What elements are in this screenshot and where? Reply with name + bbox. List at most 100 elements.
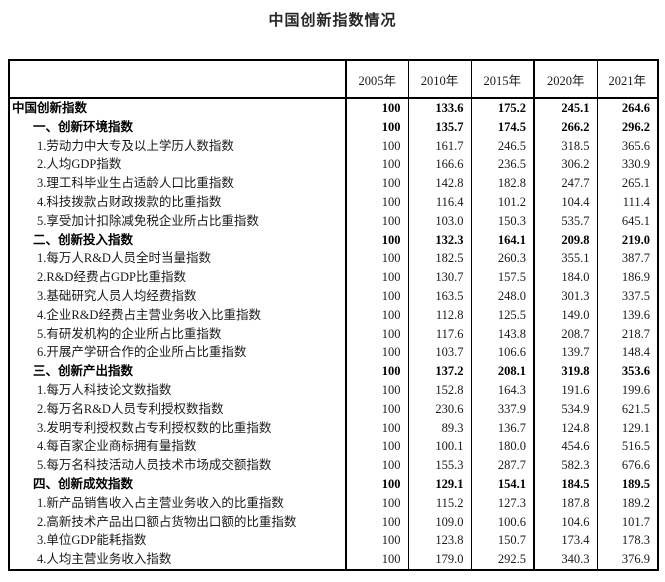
value-cell: 100 — [346, 531, 409, 551]
table-row: 1.新产品销售收入占主营业务收入的比重指数 100 115.2 127.3 187.8 1… — [9, 493, 658, 513]
value-cell: 301.3 — [534, 286, 598, 306]
value-cell: 100 — [346, 512, 409, 532]
value-cell: 104.6 — [534, 512, 598, 532]
row-label-cell: 1.劳动力中大专及以上学历人数指数 — [9, 136, 347, 156]
value-cell: 287.7 — [471, 456, 535, 475]
value-cell: 155.3 — [408, 456, 472, 475]
value-cell: 100.1 — [408, 437, 472, 457]
value-cell: 100 — [346, 456, 409, 475]
value-cell: 154.1 — [471, 474, 535, 494]
value-cell: 189.2 — [621, 495, 650, 510]
value-cell: 182.8 — [471, 174, 535, 193]
table-row: 4.企业R&D经费占主营业务收入比重指数 100 112.8 125.5 149.0 13… — [9, 305, 658, 325]
value-cell: 535.7 — [534, 211, 598, 231]
value-cell: 115.2 — [408, 493, 472, 513]
value-cell: 117.6 — [408, 324, 472, 344]
value-cell: 337.9 — [471, 399, 535, 419]
value-cell: 186.9 — [621, 270, 650, 285]
value-cell: 454.6 — [534, 437, 598, 457]
value-cell: 100 — [346, 380, 409, 400]
value-cell: 142.8 — [408, 174, 472, 193]
row-label-cell: 中国创新指数 — [9, 98, 347, 118]
value-cell: 100 — [346, 268, 409, 287]
value-cell: 387.7 — [621, 251, 650, 266]
value-cell: 219.0 — [621, 232, 650, 247]
value-cell: 132.3 — [408, 230, 472, 250]
table-row: 三、创新产出指数 100 137.2 208.1 319.8 353.6 — [9, 362, 658, 381]
value-cell: 100 — [346, 174, 409, 193]
table-row: 3.单位GDP能耗指数 100 123.8 150.7 173.4 178.3 — [9, 531, 658, 551]
value-cell: 143.8 — [471, 324, 535, 344]
value-cell: 337.5 — [621, 288, 650, 303]
value-cell: 148.4 — [621, 345, 650, 360]
value-cell: 292.5 — [471, 550, 535, 570]
value-cell: 199.6 — [621, 382, 650, 397]
year-column-header: 2015年 — [471, 60, 535, 98]
row-label-cell: 5.每万名科技活动人员技术市场成交额指数 — [9, 456, 347, 475]
table-row: 2.人均GDP指数 100 166.6 236.5 306.2 330.9 — [9, 155, 658, 175]
value-cell: 676.6 — [621, 458, 650, 473]
value-cell: 150.3 — [471, 211, 535, 231]
row-label-cell: 3.发明专利授权数占专利授权数的比重指数 — [9, 418, 347, 438]
year-column-header: 2010年 — [408, 60, 472, 98]
year-column-header: 2020年 — [534, 60, 598, 98]
value-cell: 125.5 — [471, 305, 535, 325]
value-cell: 353.6 — [621, 364, 650, 379]
value-cell: 175.2 — [471, 98, 535, 118]
row-label-cell: 5.有研发机构的企业所占比重指数 — [9, 324, 347, 344]
value-cell: 180.0 — [471, 437, 535, 457]
year-column-header: 2021年 — [608, 73, 646, 88]
value-cell: 100 — [346, 343, 409, 363]
value-cell: 264.6 — [621, 101, 650, 115]
table-row: 1.每万人科技论文数指数 100 152.8 164.3 191.6 199.6 — [9, 380, 658, 400]
value-cell: 161.7 — [408, 136, 472, 156]
value-cell: 103.7 — [408, 343, 472, 363]
value-cell: 150.7 — [471, 531, 535, 551]
table-row: 3.理工科毕业生占适龄人口比重指数 100 142.8 182.8 247.7 265.1 — [9, 174, 658, 193]
value-cell: 248.0 — [471, 286, 535, 306]
value-cell: 164.1 — [471, 230, 535, 250]
row-label-cell: 4.企业R&D经费占主营业务收入比重指数 — [9, 305, 347, 325]
value-cell: 129.1 — [408, 474, 472, 494]
table-row: 5.有研发机构的企业所占比重指数 100 117.6 143.8 208.7 218.7 — [9, 324, 658, 344]
table-body: 中国创新指数 100 133.6 175.2 245.1 264.6 一、创新环境指数 100… — [9, 98, 658, 570]
value-cell: 319.8 — [534, 362, 598, 381]
value-cell: 149.0 — [534, 305, 598, 325]
value-cell: 621.5 — [621, 401, 650, 416]
row-label-cell: 4.人均主营业务收入指数 — [9, 550, 347, 570]
table-row: 3.发明专利授权数占专利授权数的比重指数 100 89.3 136.7 124.8 129… — [9, 418, 658, 438]
year-column-header: 2005年 — [346, 60, 409, 98]
value-cell: 112.8 — [408, 305, 472, 325]
table-row: 6.开展产学研合作的企业所占比重指数 100 103.7 106.6 139.7 148.… — [9, 343, 658, 363]
value-cell: 376.9 — [621, 552, 650, 567]
value-cell: 89.3 — [408, 418, 472, 438]
value-cell: 173.4 — [534, 531, 598, 551]
value-cell: 100 — [346, 230, 409, 250]
value-cell: 100 — [346, 437, 409, 457]
value-cell: 218.7 — [621, 326, 650, 341]
table-row: 5.享受加计扣除减免税企业所占比重指数 100 103.0 150.3 535.7 645… — [9, 211, 658, 231]
value-cell: 123.8 — [408, 531, 472, 551]
value-cell: 100 — [346, 362, 409, 381]
value-cell: 209.8 — [534, 230, 598, 250]
row-label-cell: 1.每万人R&D人员全时当量指数 — [9, 249, 347, 269]
table-row: 2.高新技术产品出口额占货物出口额的比重指数 100 109.0 100.6 104.6… — [9, 512, 658, 532]
value-cell: 330.9 — [621, 157, 650, 172]
value-cell: 100 — [346, 493, 409, 513]
table-header-row: 2005年 2010年 2015年 2020年 2021年 — [9, 60, 658, 98]
value-cell: 189.5 — [621, 476, 650, 491]
row-label-cell: 3.理工科毕业生占适龄人口比重指数 — [9, 174, 347, 193]
value-cell: 164.3 — [471, 380, 535, 400]
value-cell: 230.6 — [408, 399, 472, 419]
innovation-index-table: 2005年 2010年 2015年 2020年 2021年 中国创新指数 100 133.6… — [8, 59, 659, 571]
value-cell: 101.7 — [621, 514, 650, 529]
row-label-cell: 2.R&D经费占GDP比重指数 — [9, 268, 347, 287]
value-cell: 236.5 — [471, 155, 535, 175]
value-cell: 100 — [346, 211, 409, 231]
value-cell: 116.4 — [408, 192, 472, 212]
row-label-cell: 2.人均GDP指数 — [9, 155, 347, 175]
value-cell: 139.6 — [621, 307, 650, 322]
row-label-cell: 3.单位GDP能耗指数 — [9, 531, 347, 551]
corner-cell — [9, 60, 347, 98]
value-cell: 534.9 — [534, 399, 598, 419]
